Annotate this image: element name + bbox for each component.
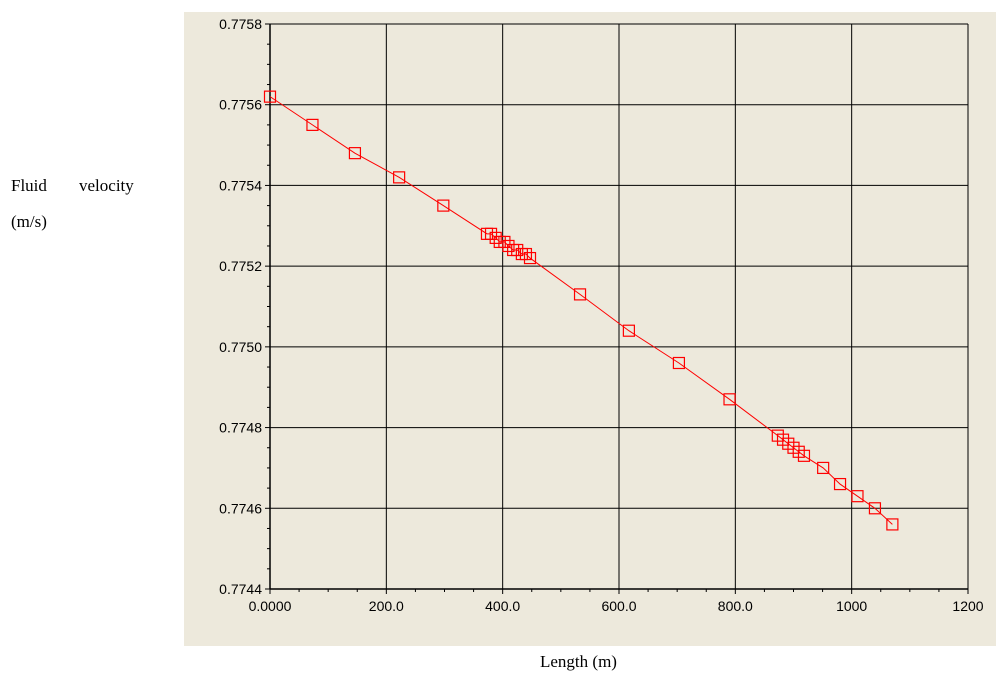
data-point xyxy=(817,461,830,475)
data-point xyxy=(519,247,533,261)
data-point xyxy=(868,502,882,515)
data-point xyxy=(573,288,587,301)
series-group xyxy=(263,90,899,531)
y-tick-label: 0.7756 xyxy=(219,97,262,113)
data-point xyxy=(797,449,811,462)
x-tick-label: 600.0 xyxy=(601,598,636,614)
y-tick-label: 0.7752 xyxy=(219,258,262,274)
y-tick-label: 0.7748 xyxy=(219,420,262,436)
grid xyxy=(270,23,969,589)
y-axis-label-word-3: (m/s) xyxy=(11,212,47,231)
data-point xyxy=(484,227,498,240)
y-tick-label: 0.7758 xyxy=(219,16,262,32)
x-tick-label: 200.0 xyxy=(369,598,404,614)
chart-panel-background xyxy=(184,12,996,646)
data-point xyxy=(498,235,511,249)
x-tick-label: 0.0000 xyxy=(249,598,292,614)
data-point xyxy=(851,490,864,503)
tick-labels: 0.0000 200.0 400.0 600.0 800.0 1000 1200 0.7744… xyxy=(219,16,984,614)
data-point xyxy=(622,324,635,337)
x-tick-label: 1000 xyxy=(836,598,867,614)
data-point xyxy=(886,518,899,531)
x-tick-label: 1200 xyxy=(952,598,983,614)
y-tick-label: 0.7754 xyxy=(219,177,262,193)
data-point xyxy=(263,90,277,103)
y-tick-label: 0.7746 xyxy=(219,500,262,516)
y-axis-label-word-1: Fluid xyxy=(11,176,47,195)
data-point xyxy=(511,243,524,257)
data-point xyxy=(489,231,502,244)
x-axis-label: Length (m) xyxy=(540,652,617,671)
y-tick-label: 0.7750 xyxy=(219,339,262,355)
data-point xyxy=(523,251,537,265)
data-point xyxy=(502,239,515,253)
axes xyxy=(265,23,969,594)
data-point xyxy=(723,393,736,406)
data-point xyxy=(672,356,686,370)
data-point xyxy=(306,118,319,131)
data-point xyxy=(348,147,362,160)
y-axis-label-word-2: velocity xyxy=(79,176,134,195)
data-point xyxy=(437,199,450,212)
x-tick-label: 400.0 xyxy=(485,598,520,614)
y-tick-label: 0.7744 xyxy=(219,581,262,597)
data-point xyxy=(393,171,406,184)
data-point xyxy=(833,477,847,491)
x-tick-label: 800.0 xyxy=(718,598,753,614)
